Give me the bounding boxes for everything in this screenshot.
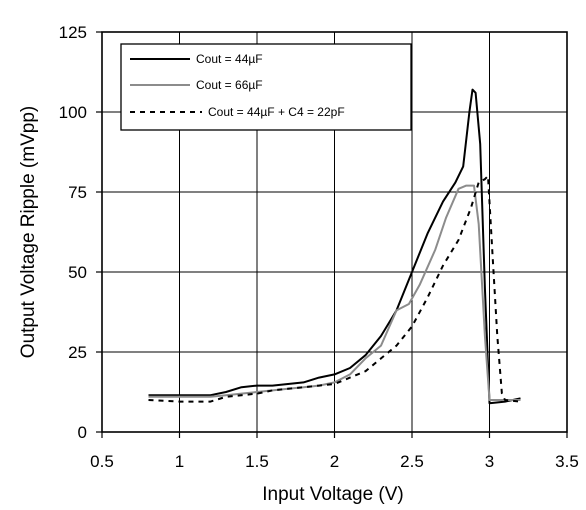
legend-label-cout-66uf: Cout = 66µF xyxy=(196,78,263,92)
series-layer xyxy=(148,88,521,405)
y-tick-label: 25 xyxy=(68,343,87,362)
axis-ticks: 0.5 1 1.5 2 2.5 3 3.5 0 25 50 75 100 125 xyxy=(59,23,579,471)
series-line-2 xyxy=(148,175,521,403)
x-tick-label: 0.5 xyxy=(90,452,114,471)
y-tick-label: 75 xyxy=(68,183,87,202)
y-axis-title: Output Voltage Ripple (mVpp) xyxy=(18,106,39,358)
series-line-0 xyxy=(148,88,521,405)
legend: Cout = 44µF Cout = 66µF Cout = 44µF + C4… xyxy=(120,43,412,131)
x-tick-label: 1.5 xyxy=(245,452,269,471)
x-tick-label: 2 xyxy=(330,452,339,471)
x-tick-label: 3 xyxy=(485,452,494,471)
y-tick-label: 0 xyxy=(78,423,87,442)
x-tick-label: 3.5 xyxy=(555,452,579,471)
series-line-1 xyxy=(148,184,521,401)
y-tick-label: 100 xyxy=(59,103,87,122)
y-tick-label: 125 xyxy=(59,23,87,42)
x-axis-title: Input Voltage (V) xyxy=(262,484,404,505)
x-tick-label: 2.5 xyxy=(400,452,424,471)
x-tick-label: 1 xyxy=(175,452,184,471)
legend-label-cout-44uf: Cout = 44µF xyxy=(196,52,263,66)
y-tick-label: 50 xyxy=(68,263,87,282)
legend-label-cout-44uf-c4-22pf: Cout = 44µF + C4 = 22pF xyxy=(208,105,345,119)
